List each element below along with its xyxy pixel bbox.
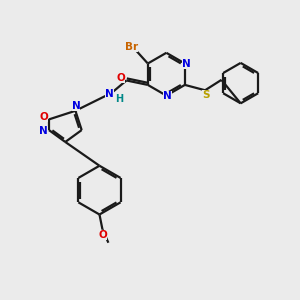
Text: H: H — [115, 94, 123, 104]
Text: Br: Br — [124, 43, 138, 52]
Text: N: N — [105, 88, 114, 98]
Text: O: O — [98, 230, 107, 240]
Text: N: N — [39, 126, 48, 136]
Text: N: N — [182, 58, 191, 68]
Text: N: N — [164, 91, 172, 100]
Text: N: N — [72, 101, 80, 111]
Text: O: O — [117, 73, 125, 83]
Text: S: S — [202, 90, 209, 100]
Text: O: O — [39, 112, 48, 122]
